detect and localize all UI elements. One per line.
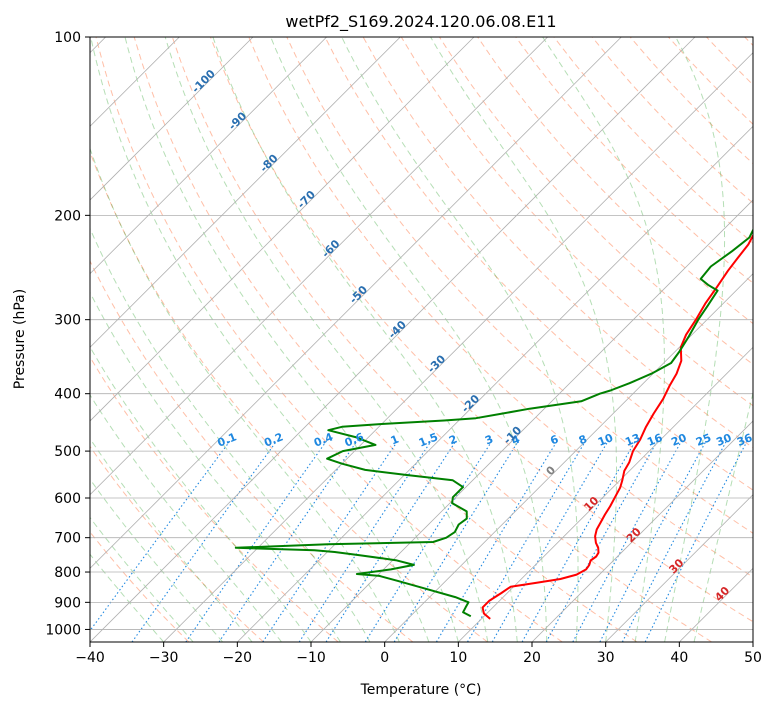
y-tick-label: 200 xyxy=(54,208,81,224)
mixing-ratio-label: 8 xyxy=(577,433,589,448)
moist-adiabat xyxy=(270,37,548,642)
mixing-ratio-line xyxy=(644,440,748,642)
dry-adiabat xyxy=(90,259,414,642)
y-tick-label: 800 xyxy=(54,565,81,581)
x-axis-label: Temperature (°C) xyxy=(360,682,482,698)
x-tick-label: −30 xyxy=(149,650,179,666)
isotherm-gridline xyxy=(458,346,753,642)
moist-adiabat xyxy=(124,37,459,642)
isotherm-gridline xyxy=(531,420,753,642)
y-tick-label: 600 xyxy=(54,491,81,507)
mixing-ratio-line xyxy=(185,440,328,642)
moist-adiabat xyxy=(90,516,194,642)
mixing-ratio-label: 10 xyxy=(596,431,615,449)
dry-adiabat xyxy=(248,37,753,578)
moist-adiabat xyxy=(212,37,518,642)
mixing-ratio-line xyxy=(491,440,609,642)
moist-adiabat xyxy=(90,478,223,642)
isotherm-gridline xyxy=(90,37,622,569)
mixing-ratio-line xyxy=(572,440,683,642)
y-axis-label: Pressure (hPa) xyxy=(12,289,28,389)
moist-adiabat xyxy=(90,394,282,642)
mixing-ratio-label: 1 xyxy=(389,433,401,448)
y-tick-label: 400 xyxy=(54,387,81,403)
dry-adiabat xyxy=(515,37,753,284)
mixing-ratio-line xyxy=(90,440,231,632)
x-tick-label: −40 xyxy=(75,650,105,666)
moist-adiabat xyxy=(164,37,489,642)
x-tick-label: −10 xyxy=(296,650,326,666)
chart-title: wetPf2_S169.2024.120.06.08.E11 xyxy=(285,12,556,32)
mixing-ratio-line xyxy=(298,440,432,642)
mixing-ratio-label: 20 xyxy=(669,431,688,449)
dry-adiabat xyxy=(133,37,638,642)
isotherm-gridline xyxy=(90,37,696,642)
isotherm-gridline xyxy=(90,37,548,496)
x-tick-label: 40 xyxy=(670,650,688,666)
dry-adiabat xyxy=(95,37,563,642)
mixing-ratio-line xyxy=(435,440,558,642)
y-tick-label: 700 xyxy=(54,531,81,547)
x-tick-label: 30 xyxy=(597,650,615,666)
y-tick-label: 300 xyxy=(54,313,81,329)
gridlines xyxy=(90,37,753,642)
mixing-ratio-label: 30 xyxy=(714,431,733,449)
y-tick-label: 100 xyxy=(54,30,81,46)
isotherm-gridline xyxy=(605,494,753,642)
isotherm-gridline xyxy=(90,37,254,201)
plot-frame xyxy=(89,36,754,643)
moist-adiabat xyxy=(90,227,371,642)
moist-adiabat xyxy=(90,437,253,642)
mixing-ratio-label: 25 xyxy=(694,431,713,449)
x-tick-label: 0 xyxy=(380,650,389,666)
mixing-ratio-line xyxy=(364,440,493,642)
temperature-line xyxy=(481,233,753,620)
x-tick-label: −20 xyxy=(223,650,253,666)
mixing-ratio-line xyxy=(467,440,587,642)
mixing-ratio-label: 16 xyxy=(645,431,664,449)
axes: −40 −30 −20 −10 0 10 20 30 40 50 1000 900 800 700 600 5… xyxy=(45,30,762,666)
dry-adiabat xyxy=(171,37,712,642)
mixing-ratio-label: 13 xyxy=(623,431,642,449)
mixing-ratio-line xyxy=(262,440,399,642)
isotherm-gridline xyxy=(310,199,753,642)
moist-adiabat xyxy=(542,37,665,642)
mixing-ratio-line xyxy=(131,440,278,642)
moist-adiabat xyxy=(90,553,165,642)
dry-adiabat xyxy=(286,37,753,534)
x-tick-label: 20 xyxy=(523,650,541,666)
dewpoint-line xyxy=(234,227,753,618)
moist-adiabat xyxy=(90,291,341,642)
y-tick-label: 900 xyxy=(54,595,81,611)
moist-adiabat xyxy=(341,37,579,642)
mixing-ratio-label: 36 xyxy=(735,431,754,449)
mixing-ratio-line xyxy=(325,440,457,642)
isotherm-gridline xyxy=(237,125,753,642)
x-tick-label: 50 xyxy=(744,650,762,666)
dry-adiabat xyxy=(324,37,753,491)
profile-series xyxy=(234,227,753,620)
moist-adiabat xyxy=(664,37,726,642)
isopleth-labels: 0.1 0.2 0.4 0.6 1 1.5 2 3 4 6 8 10 13 16 20 25 30 36-100-… xyxy=(189,67,754,604)
y-tick-label: 1000 xyxy=(45,622,81,638)
moist-adiabat xyxy=(693,390,753,642)
mixing-ratio-label: 2 xyxy=(447,433,459,448)
isotherm-gridline xyxy=(90,37,401,348)
dry-adiabat xyxy=(90,356,339,642)
x-tick-label: 10 xyxy=(449,650,467,666)
mixing-ratio-line xyxy=(521,440,637,642)
y-tick-label: 500 xyxy=(54,444,81,460)
moist-adiabat xyxy=(430,37,617,642)
isotherm-gridline xyxy=(90,37,475,422)
isotherm-gridline xyxy=(163,52,753,642)
moist-adiabat xyxy=(90,37,430,642)
dry-adiabat xyxy=(210,37,753,623)
background-lines xyxy=(90,37,753,642)
mixing-ratio-label: 3 xyxy=(483,433,495,448)
dry-adiabat xyxy=(90,445,264,642)
isotherm-gridline xyxy=(90,37,327,275)
